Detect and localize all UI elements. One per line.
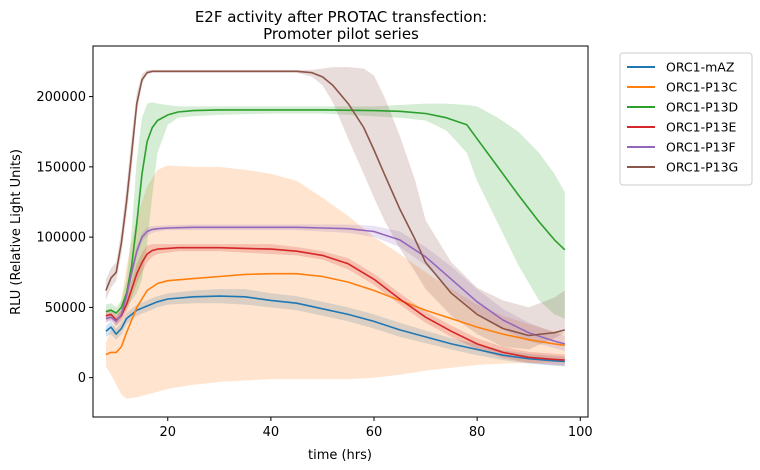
- line-orc1-p13c: [105, 272, 565, 356]
- x-tick-label: 100: [568, 425, 593, 440]
- legend-label-orc1-p13g: ORC1-P13G: [666, 160, 738, 175]
- y-tick-label: 100000: [36, 231, 86, 246]
- y-axis-label: RLU (Relative Light Units): [9, 149, 24, 315]
- legend: ORC1-mAZ ORC1-P13C ORC1-P13D ORC1-P13E ORC1-…: [619, 52, 753, 186]
- x-axis-label: time (hrs): [308, 448, 372, 463]
- x-axis-ticks: 20 40 60 80 100: [159, 417, 593, 440]
- line-orc1-p13f: [105, 226, 566, 345]
- band-orc1-p13f: [105, 224, 565, 351]
- band-orc1-p13d: [105, 102, 565, 319]
- line-orc1-maz: [105, 295, 565, 363]
- x-tick-label: 80: [469, 425, 486, 440]
- y-axis-ticks: 0 50000 100000 150000 200000: [36, 90, 93, 386]
- confidence-bands: [105, 67, 565, 399]
- x-tick-label: 40: [263, 425, 280, 440]
- legend-label-orc1-p13e: ORC1-P13E: [666, 120, 737, 135]
- chart-subtitle: Promoter pilot series: [263, 25, 419, 43]
- series-lines: [105, 70, 566, 363]
- y-tick-label: 50000: [45, 301, 86, 316]
- plot-frame: [92, 45, 589, 418]
- band-orc1-maz: [105, 289, 565, 367]
- y-tick-label: 150000: [36, 160, 86, 175]
- y-tick-label: 200000: [36, 90, 86, 105]
- band-orc1-p13e: [105, 244, 565, 366]
- legend-label-orc1-p13d: ORC1-P13D: [666, 100, 738, 115]
- chart-title: E2F activity after PROTAC transfection:: [195, 8, 487, 26]
- legend-label-orc1-maz: ORC1-mAZ: [666, 60, 734, 75]
- line-orc1-p13g: [105, 70, 566, 337]
- legend-label-orc1-p13c: ORC1-P13C: [666, 80, 738, 95]
- band-orc1-p13c: [105, 165, 565, 399]
- line-orc1-p13d: [105, 109, 566, 314]
- legend-label-orc1-p13f: ORC1-P13F: [666, 140, 736, 155]
- x-tick-label: 20: [159, 425, 176, 440]
- y-tick-label: 0: [78, 371, 86, 386]
- x-tick-label: 60: [366, 425, 383, 440]
- line-orc1-p13e: [105, 246, 565, 361]
